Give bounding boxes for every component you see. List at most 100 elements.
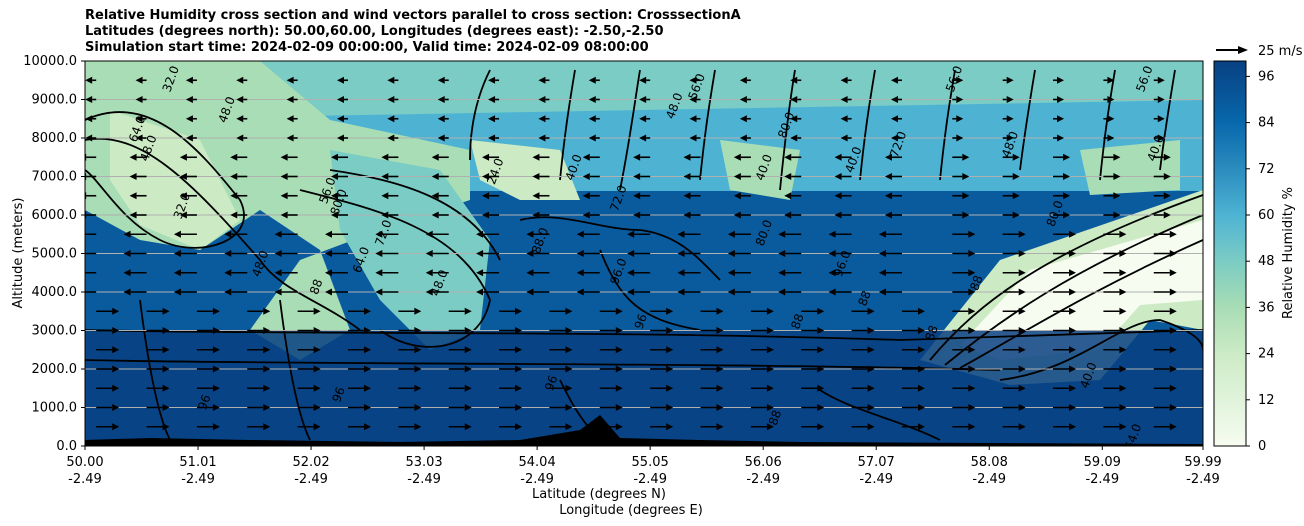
wind-vector-head-10 xyxy=(615,423,623,431)
wind-vector-head-387 xyxy=(739,96,747,103)
wind-vector-head-204 xyxy=(375,250,383,257)
wind-vector-head-3 xyxy=(263,423,271,431)
wind-vector-head-247 xyxy=(330,211,338,219)
wind-vector-head-70 xyxy=(313,365,321,373)
wind-vector-head-401 xyxy=(336,76,344,84)
wind-vector-head-4 xyxy=(313,423,321,431)
wind-vector-head-59 xyxy=(867,384,875,392)
wind-vector-head-169 xyxy=(828,288,836,296)
wind-vector-head-307 xyxy=(1163,173,1171,180)
wind-vector-head-111 xyxy=(162,327,170,334)
wind-vector-head-229 xyxy=(526,230,534,238)
wind-vector-head-144 xyxy=(716,307,724,315)
wind-vector-head-339 xyxy=(538,134,546,142)
contour-label-6: 88 xyxy=(307,277,325,296)
wind-vector-head-20 xyxy=(1119,423,1127,431)
wind-vector-head-356 xyxy=(286,115,294,123)
wind-vector-head-93 xyxy=(363,346,371,354)
wind-vector-head-67 xyxy=(162,365,170,373)
wind-vector-head-146 xyxy=(817,307,825,315)
wind-vector-head-335 xyxy=(336,134,344,142)
wind-vector-head-278 xyxy=(784,192,792,200)
field-dry-cell xyxy=(470,140,580,200)
wind-vector-head-283 xyxy=(1063,192,1071,200)
field-east-driest xyxy=(960,220,1203,360)
wind-vector-head-268 xyxy=(280,192,288,200)
y-tick-label-2: 2000.0 xyxy=(32,362,78,377)
wind-vector-head-345 xyxy=(840,134,848,142)
wind-vector-head-256 xyxy=(784,211,792,219)
x-tick-lat-1: 51.01 xyxy=(179,455,216,470)
wind-vector-head-399 xyxy=(236,76,244,84)
wind-vector-head-126 xyxy=(917,327,925,334)
wind-vector-head-305 xyxy=(1063,173,1071,180)
wind-vector-head-319 xyxy=(633,153,641,161)
wind-vector-head-411 xyxy=(840,76,848,84)
wind-vector-head-367 xyxy=(840,115,848,123)
wind-vector-head-416 xyxy=(1107,76,1115,84)
wind-vector-head-170 xyxy=(878,288,886,296)
wind-vector-head-245 xyxy=(230,211,238,219)
wind-vector-head-161 xyxy=(425,288,433,296)
contour-label-20: 96 xyxy=(329,385,347,404)
colorbar-tick-label-7: 84 xyxy=(1258,116,1275,131)
wind-vector-head-218 xyxy=(1119,250,1127,257)
wind-vector-head-271 xyxy=(431,192,439,200)
wind-vector-head-261 xyxy=(1063,211,1071,219)
x-tick-lon-9: -2.49 xyxy=(1085,472,1119,487)
y-tick-label-6: 6000.0 xyxy=(32,208,78,223)
wind-vector-head-55 xyxy=(666,384,674,392)
wind-vector-head-162 xyxy=(476,288,484,296)
wind-vector-head-213 xyxy=(828,250,836,257)
wind-vector-head-49 xyxy=(363,384,371,392)
chart-title-line-2: Latitudes (degrees north): 50.00,60.00, … xyxy=(85,24,664,39)
wind-vector-head-123 xyxy=(766,327,774,334)
wind-vector-head-274 xyxy=(582,192,590,200)
wind-vector-head-104 xyxy=(917,346,925,354)
wind-vector-head-57 xyxy=(766,384,774,392)
wind-vector-head-352 xyxy=(85,115,93,123)
wind-vector-head-227 xyxy=(425,230,433,238)
wind-vector-head-318 xyxy=(582,153,590,161)
contour-label-29: 88 xyxy=(967,273,985,292)
wind-vector-head-166 xyxy=(677,288,685,296)
wind-vector-head-354 xyxy=(185,115,193,123)
wind-vector-head-87 xyxy=(1169,365,1177,373)
wind-vector-head-304 xyxy=(1012,173,1020,180)
x-tick-lat-8: 58.08 xyxy=(971,455,1008,470)
wind-vector-head-265 xyxy=(129,192,137,200)
wind-vector-head-344 xyxy=(790,134,798,142)
wind-vector-head-136 xyxy=(313,307,321,315)
wind-vector-head-310 xyxy=(179,153,187,161)
wind-vector-head-71 xyxy=(363,365,371,373)
wind-vector-head-163 xyxy=(526,288,534,296)
wind-vector-head-145 xyxy=(766,307,774,315)
wind-vector-head-201 xyxy=(224,250,232,257)
wind-vector-head-172 xyxy=(1018,288,1026,296)
wind-vector-head-72 xyxy=(414,365,422,373)
wind-vector-head-363 xyxy=(639,115,647,123)
wind-vector-head-295 xyxy=(532,173,540,180)
wind-vector-head-60 xyxy=(917,384,925,392)
wind-vector-head-149 xyxy=(968,307,976,315)
wind-vector-head-17 xyxy=(968,423,976,431)
wind-vector-head-34 xyxy=(716,404,724,411)
wind-vector-head-69 xyxy=(263,365,271,373)
wind-vector-head-119 xyxy=(565,327,573,334)
wind-vector-head-141 xyxy=(565,307,573,315)
wind-vector-head-135 xyxy=(263,307,271,315)
wind-vector-head-19 xyxy=(1069,423,1077,431)
wind-vector-head-190 xyxy=(778,269,786,277)
wind-vector-head-148 xyxy=(917,307,925,315)
y-tick-label-8: 8000.0 xyxy=(32,131,78,146)
wind-vector-head-197 xyxy=(1169,269,1177,277)
wind-vector-head-383 xyxy=(538,96,546,103)
wind-vector-head-254 xyxy=(683,211,691,219)
wind-vector-head-314 xyxy=(381,153,389,161)
wind-vector-head-165 xyxy=(627,288,635,296)
wind-vector-head-15 xyxy=(867,423,875,431)
wind-vector-head-40 xyxy=(1018,404,1026,411)
contour-label-28: 88 xyxy=(923,323,941,342)
wind-vector-head-237 xyxy=(968,230,976,238)
wind-vector-head-267 xyxy=(230,192,238,200)
